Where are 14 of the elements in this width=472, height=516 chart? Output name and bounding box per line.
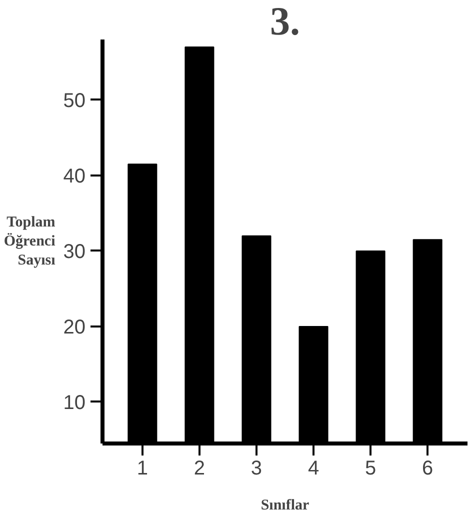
y-tick-label: 50 [63, 90, 86, 112]
y-tick-label: 40 [63, 165, 86, 188]
x-tick-label: 6 [422, 458, 434, 480]
y-axis-title: Toplam Öğrenci Sayısı [4, 214, 56, 269]
x-tick-label: 5 [364, 458, 376, 480]
x-tick-label: 4 [308, 458, 320, 480]
x-tick-label: 2 [194, 458, 206, 480]
x-axis-title: Sınıflar [260, 498, 310, 514]
y-tick-label: 10 [63, 392, 86, 414]
x-tick-label: 3 [250, 458, 262, 480]
y-tick-label: 30 [63, 240, 86, 263]
x-tick-label: 1 [136, 458, 148, 480]
y-tick-label: 20 [63, 316, 86, 338]
chart-title: 3. [270, 0, 300, 44]
